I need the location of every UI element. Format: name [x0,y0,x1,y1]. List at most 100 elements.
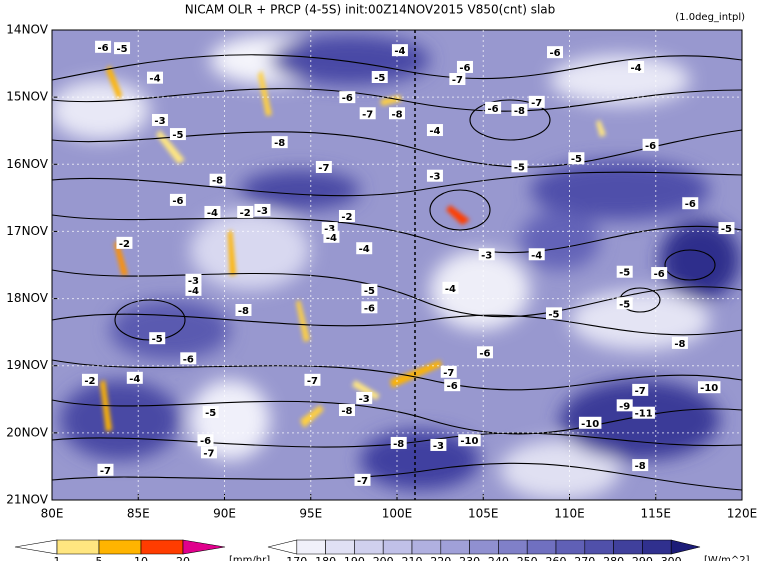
colorbar-swatch [56,539,100,555]
contour-label-box [547,46,564,59]
contour-label-box [430,438,447,451]
contour-label-box [151,113,168,126]
colorbar-swatch [411,539,442,555]
contour-label-box [338,209,355,222]
contour-label: -6 [364,303,375,314]
colorbar-swatch [613,539,643,555]
contour-label-box [632,406,655,419]
colorbar-swatch [584,539,614,555]
contour-label-box [444,379,461,392]
contour-label: -4 [129,374,140,385]
contour-label-box [315,160,332,173]
contour-label: -10 [700,383,718,394]
contour-label-box [458,434,481,447]
contour-label-box [354,473,371,486]
contour-label-box [616,297,633,310]
colorbar-label: 260 [546,555,567,561]
contour-label: -8 [635,461,646,472]
y-tick-label: 19NOV [6,358,48,372]
contour-label-box [359,107,376,120]
colorbar-swatch [354,539,384,555]
contour-label: -6 [447,381,458,392]
contour-label: -5 [548,309,559,320]
contour-label-box [114,42,131,55]
contour-label-box [202,406,219,419]
x-tick-label: 100E [382,507,413,521]
colorbar-label: 290 [632,555,653,561]
contour-label: -4 [445,284,456,295]
contour-label-box [356,391,373,404]
contour-label-box [126,371,143,384]
contour-label-box [442,281,459,294]
colorbar-swatch [98,539,142,555]
colorbar-label: 220 [430,555,451,561]
contour-label: -6 [654,269,665,280]
colorbar-swatch [440,539,470,555]
x-tick-label: 90E [213,507,236,521]
contour-label: -4 [326,233,337,244]
contour-label: -6 [479,348,490,359]
contour-label: -5 [172,130,183,141]
y-tick-label: 21NOV [6,493,48,507]
contour-label-box [81,373,98,386]
contour-label: -3 [429,172,440,183]
contour-label: -6 [172,196,183,207]
contour-label: -4 [394,46,405,57]
colorbar-unit: [mm/hr] [229,555,270,561]
contour-label: -6 [685,199,696,210]
contour-label: -8 [393,439,404,450]
contour-label: -7 [203,448,214,459]
contour-label-box [578,416,602,429]
contour-label: -8 [238,306,249,317]
contour-label: -7 [362,109,373,120]
colorbar-swatch [14,539,58,555]
colorbar-swatch [140,539,184,555]
contour-label-box [528,95,545,108]
contour-label: -7 [531,98,542,109]
contour-label: -6 [342,93,353,104]
contour-label-box [185,283,202,296]
contour-label: -2 [240,208,251,219]
contour-label-box [361,301,378,314]
chart-subtitle: (1.0deg_intpl) [675,12,745,23]
colorbar-label: 170 [286,555,307,561]
contour-label: -4 [359,244,370,255]
contour-label: -7 [357,476,368,487]
contour-label-box [149,332,166,345]
y-tick-label: 16NOV [6,157,48,171]
contour-label: -7 [307,376,318,387]
contour-label-box [632,383,649,396]
contour-label: -6 [488,104,499,115]
contour-label-box [478,248,495,261]
contour-label-box [389,107,405,120]
contour-label-box [169,128,186,141]
contour-label: -5 [721,224,732,235]
colorbar-swatch [325,539,355,555]
contour-label: -9 [619,401,630,412]
colorbar-swatch [296,539,326,555]
x-tick-label: 115E [641,507,672,521]
contour-label-box [338,404,355,417]
contour-label-box [528,248,545,261]
colorbar-swatch [182,539,226,555]
contour-label: -10 [581,419,599,430]
contour-label-box [169,193,186,206]
contour-label: -7 [318,163,329,174]
colorbar-swatch [267,539,298,555]
contour-label-box [642,138,659,151]
contour-label-box [545,307,562,320]
contour-label: -8 [514,106,525,117]
colorbar-label: 300 [661,555,682,561]
contour-label: -5 [374,73,385,84]
contour-label-box [511,103,528,116]
prcp-field [100,65,606,432]
contour-label: -4 [531,250,542,261]
contour-label: -3 [257,206,268,217]
colorbar-unit: [W/m^2] [704,555,750,561]
colorbar-swatch [642,539,672,555]
colorbar-label: 190 [344,555,365,561]
contour-label: -5 [152,334,163,345]
contour-label-box [95,40,112,53]
contour-label-box [361,283,378,296]
contour-label: -7 [635,386,646,397]
